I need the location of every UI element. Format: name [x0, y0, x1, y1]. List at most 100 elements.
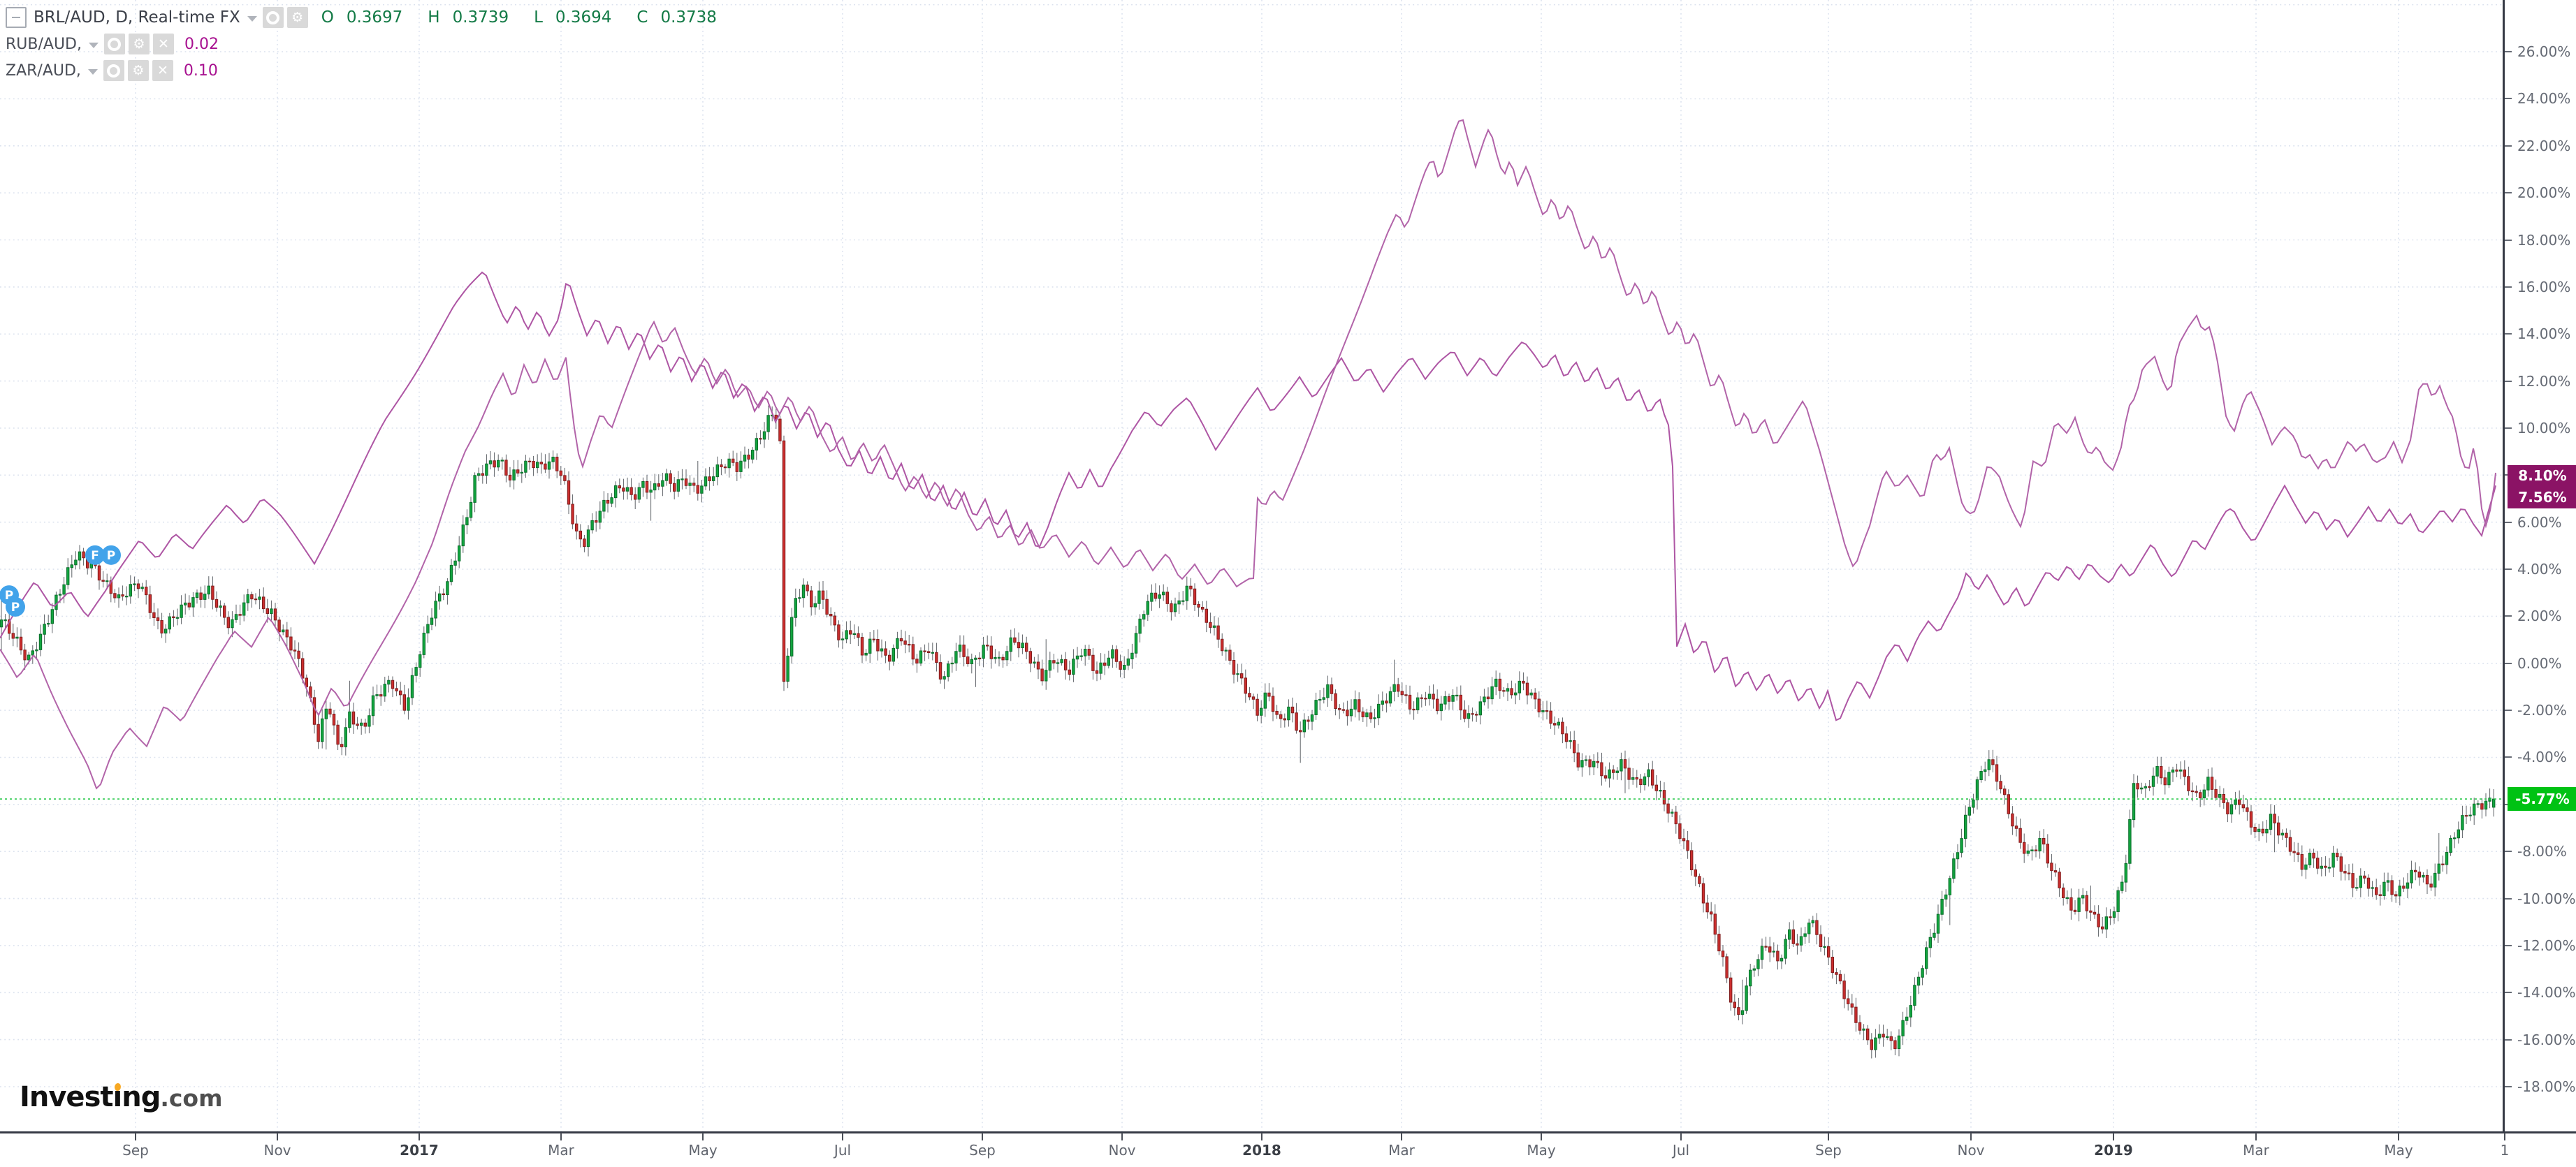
time-axis-tick [1541, 1133, 1542, 1140]
time-axis-tick [135, 1133, 136, 1140]
time-axis-label: 2018 [1242, 1142, 1281, 1159]
price-tag: 8.10% [2508, 464, 2576, 487]
price-axis-tick [2505, 521, 2512, 523]
price-axis-tick [2505, 944, 2512, 946]
price-axis-tick [2505, 992, 2512, 994]
chevron-down-icon[interactable] [87, 69, 98, 75]
eye-icon[interactable] [103, 34, 125, 54]
time-axis-label: May [1527, 1142, 1556, 1159]
collapse-icon[interactable] [6, 7, 27, 28]
price-axis-tick [2505, 239, 2512, 241]
event-marker-icon[interactable] [101, 545, 121, 565]
gear-icon[interactable]: ⚙ [286, 7, 308, 28]
eye-icon[interactable] [103, 60, 124, 81]
price-axis-label: -12.00% [2517, 937, 2576, 954]
time-axis-tick [1261, 1133, 1262, 1140]
candles-down [8, 414, 2484, 1050]
time-axis-label: May [2384, 1142, 2413, 1159]
compare-row-rub: RUB/AUD, ⚙ ✕ 0.02 [6, 31, 742, 57]
eye-icon[interactable] [262, 7, 284, 28]
price-axis-label: 10.00% [2517, 419, 2571, 436]
time-axis[interactable]: Sep Nov 2017 Mar May Jul Sep Nov 2018 Mar May Jul Se… [0, 1131, 2576, 1167]
price-axis-tick [2505, 333, 2512, 335]
time-axis-label: 1 [2500, 1142, 2510, 1159]
price-axis-label: -18.00% [2517, 1078, 2576, 1095]
ohlc-values: O 0.3697 H 0.3739 L 0.3694 C 0.3738 [321, 8, 717, 27]
compare-value: 0.10 [183, 61, 218, 80]
time-axis-tick [2113, 1133, 2114, 1140]
time-axis-label: 2019 [2094, 1142, 2133, 1159]
close-icon[interactable]: ✕ [152, 60, 173, 81]
price-axis-label: -4.00% [2517, 749, 2567, 766]
price-axis[interactable]: 26.00% 24.00% 22.00% 20.00% 18.00% 16.00% 14.0… [2503, 0, 2576, 1131]
price-axis-tick [2505, 1086, 2512, 1087]
price-axis-tick [2505, 615, 2512, 617]
event-marker-icon[interactable] [6, 596, 25, 617]
price-axis-label: 18.00% [2517, 231, 2571, 249]
compare-symbol[interactable]: RUB/AUD, [6, 35, 82, 53]
time-axis-tick [560, 1133, 562, 1140]
price-axis-label: 12.00% [2517, 372, 2571, 390]
price-axis-label: 0.00% [2517, 654, 2562, 672]
close-icon[interactable]: ✕ [152, 34, 174, 54]
gear-icon[interactable]: ⚙ [127, 60, 149, 81]
price-axis-tick [2505, 1038, 2512, 1041]
legend: BRL/AUD, D, Real-time FX ⚙ O 0.3697 H 0.373… [6, 4, 742, 84]
time-axis-tick [1401, 1133, 1402, 1140]
rub-aud-line [0, 271, 2496, 721]
event-marker-icon[interactable] [85, 545, 105, 565]
time-axis-label: Jul [1672, 1142, 1690, 1159]
time-axis-label: May [688, 1142, 718, 1159]
time-axis-label: Mar [1388, 1142, 1415, 1159]
price-axis-label: 22.00% [2517, 137, 2571, 154]
gridlines [0, 0, 2505, 1131]
symbol-title[interactable]: BRL/AUD, D, Real-time FX [34, 8, 240, 27]
chevron-down-icon[interactable] [247, 16, 257, 22]
chevron-down-icon[interactable] [88, 43, 99, 48]
price-axis-tick [2505, 145, 2512, 147]
price-axis-tick [2505, 98, 2512, 100]
time-axis-label: Nov [1108, 1142, 1136, 1159]
price-axis-label: -8.00% [2517, 843, 2567, 860]
price-axis-label: 14.00% [2517, 325, 2571, 343]
time-axis-tick [2255, 1133, 2257, 1140]
event-marker-letter: P [11, 601, 20, 615]
price-axis-tick [2505, 568, 2512, 571]
candle-wicks [1, 405, 2494, 1059]
price-axis-label: -2.00% [2517, 702, 2567, 719]
compare-value: 0.02 [184, 35, 219, 53]
time-axis-label: Sep [122, 1142, 149, 1159]
price-axis-tick [2505, 192, 2512, 194]
price-axis-tick [2505, 710, 2512, 712]
time-axis-tick [842, 1133, 843, 1140]
price-axis-label: 4.00% [2517, 561, 2562, 578]
candles-up [0, 414, 2496, 1050]
time-axis-tick [1121, 1133, 1123, 1140]
price-tag: 7.56% [2508, 486, 2576, 508]
time-axis-tick [702, 1133, 704, 1140]
price-axis-tick [2505, 897, 2512, 900]
gear-icon[interactable]: ⚙ [128, 34, 150, 54]
price-axis-label: 24.00% [2517, 90, 2571, 108]
event-marker-letter: F [91, 549, 99, 563]
price-axis-label: -14.00% [2517, 984, 2576, 1001]
price-axis-tick [2505, 851, 2512, 853]
time-axis-label: Nov [1957, 1142, 1985, 1159]
time-axis-tick [1970, 1133, 1972, 1140]
price-axis-label: 20.00% [2517, 184, 2571, 202]
time-axis-tick [419, 1133, 420, 1140]
compare-symbol[interactable]: ZAR/AUD, [6, 61, 81, 80]
time-axis-tick [2504, 1133, 2505, 1140]
logo-orange-dot-i: ı [112, 1081, 123, 1113]
zar-aud-line [0, 119, 2496, 790]
price-axis-label: -10.00% [2517, 890, 2576, 907]
price-axis-tick [2505, 756, 2512, 758]
price-axis-label: -16.00% [2517, 1031, 2576, 1048]
time-axis-label: 2017 [400, 1142, 439, 1159]
time-axis-label: Nov [263, 1142, 291, 1159]
time-axis-tick [277, 1133, 278, 1140]
price-axis-tick [2505, 286, 2512, 288]
price-axis-tick [2505, 662, 2512, 664]
